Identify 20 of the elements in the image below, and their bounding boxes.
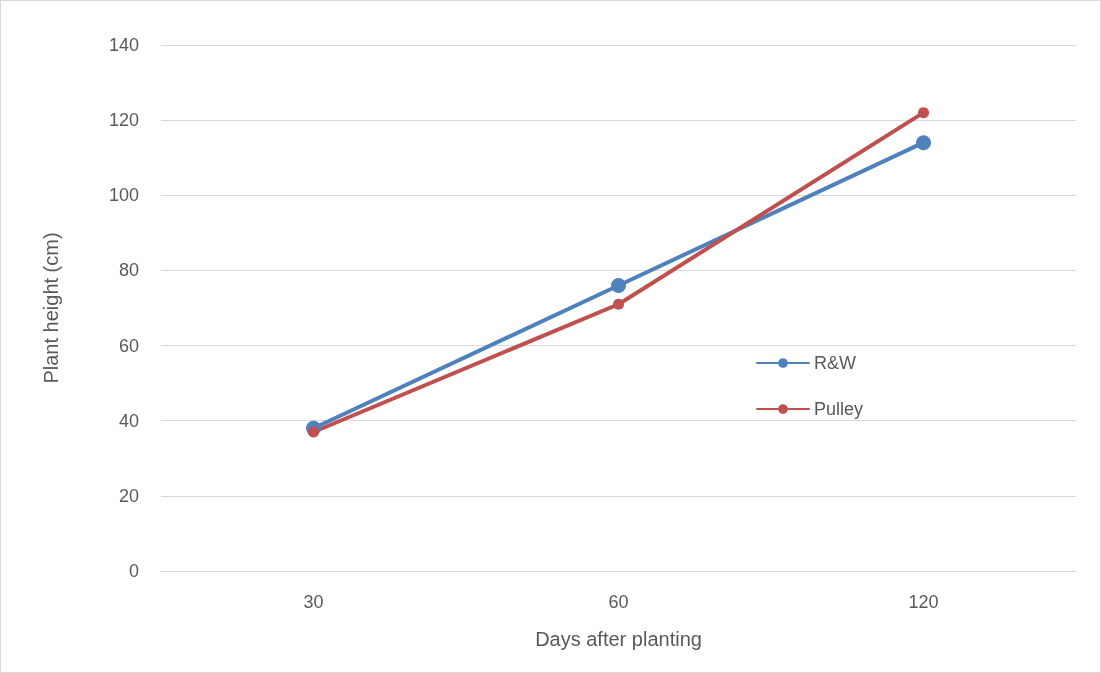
y-tick-label: 100 [108, 185, 139, 206]
x-tick-label: 30 [303, 592, 324, 612]
x-tick-label: 60 [608, 592, 629, 612]
point [916, 135, 931, 151]
y-tick-label: 60 [118, 335, 139, 356]
point [611, 277, 626, 293]
y-tick-label: 0 [128, 561, 139, 581]
x-tick-label: 120 [908, 592, 939, 612]
legend-label: Pulley [814, 399, 864, 419]
legend-label: R&W [814, 353, 856, 373]
y-tick-label: 120 [108, 110, 139, 131]
y-tick-label: 40 [118, 410, 139, 431]
y-tick-label: 20 [118, 485, 139, 506]
y-tick-label: 80 [118, 260, 139, 281]
x-axis-title: Days after planting [535, 628, 702, 650]
point [918, 107, 929, 119]
y-axis-title: Plant height (cm) [40, 232, 62, 384]
point [308, 426, 319, 438]
y-tick-label: 140 [108, 35, 139, 55]
point [613, 298, 624, 310]
